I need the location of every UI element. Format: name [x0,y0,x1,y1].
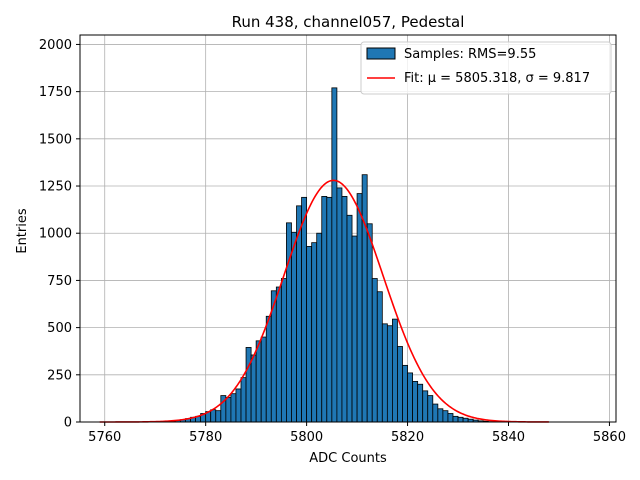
histogram-bar [286,222,292,423]
histogram-bar [351,235,358,423]
x-tick-label: 5860 [593,430,626,445]
histogram-bar [437,408,444,423]
legend: Samples: RMS=9.55 Fit: μ = 5805.318, σ =… [360,41,612,95]
histogram-bar [366,223,373,423]
y-tick-label: 1750 [39,85,72,100]
histogram-bar [402,364,408,423]
histogram-bar [341,196,348,423]
y-axis-label: Entries [15,208,30,254]
plot-area: 5760 5780 5800 5820 5840 5860 0 250 500 750 1000 12… [39,34,626,445]
y-tick-label: 0 [64,416,72,431]
histogram-bar [442,410,449,423]
x-tick-label: 5780 [189,430,222,445]
histogram-bar [326,196,333,423]
histogram-bar [275,286,282,423]
histogram-bar [225,397,232,423]
histogram-bar [235,388,242,423]
histogram-bar [250,354,257,423]
histogram-bar [306,246,313,423]
x-tick-label: 5820 [391,430,424,445]
y-tick-label: 1250 [39,180,72,195]
histogram-bar [452,415,459,423]
legend-samples-swatch [366,47,396,60]
histogram-bar [432,403,439,423]
histogram-bar [311,242,318,423]
legend-fit-label: Fit: μ = 5805.318, σ = 9.817 [404,71,590,86]
fit-curve [99,179,549,423]
histogram-bar [381,323,388,423]
axes-frame [79,34,617,423]
histogram-bar [321,196,328,423]
y-tick-label: 2000 [39,38,72,53]
histogram-bar [230,393,237,423]
histogram-bar [291,231,297,423]
histogram-bar [447,413,454,423]
histogram-bar [397,346,403,423]
histogram-bar [427,395,434,423]
x-tick-label: 5800 [290,430,323,445]
x-tick-label: 5840 [492,430,525,445]
chart-title: Run 438, channel057, Pedestal [232,13,465,31]
histogram-bar [215,410,222,423]
histogram-bar [245,347,252,423]
histogram-bar [371,278,378,423]
y-tick-label: 750 [47,274,72,289]
histogram-bar [331,87,338,423]
y-tick-label: 250 [47,368,72,383]
x-tick-label: 5760 [88,430,121,445]
histogram-bar [346,214,353,423]
x-axis-label: ADC Counts [309,451,387,466]
histogram-bar [255,340,262,423]
histogram-bar [280,278,287,423]
histogram-bar [417,383,424,423]
y-tick-label: 500 [47,321,72,336]
histogram-bar [265,315,272,423]
histogram-bar [376,291,383,423]
histogram-bar [462,417,469,423]
histogram-bar [260,336,267,423]
histogram-bar [336,187,343,423]
histogram-bar [422,390,429,423]
histogram-bar [407,372,414,423]
histogram-bar [240,377,247,423]
y-tick-label: 1500 [39,132,72,147]
histogram-bar [392,318,398,423]
histogram-bar [210,409,217,423]
histogram-bar [356,193,363,423]
legend-samples-label: Samples: RMS=9.55 [404,47,536,62]
histogram-bar [457,416,464,423]
legend-frame [360,41,612,95]
histogram-bar [361,174,368,423]
histogram-bar [412,381,419,423]
histogram-bar [386,325,393,423]
histogram-bar [301,196,308,423]
y-tick-label: 1000 [39,227,72,242]
histogram-bar [316,232,323,423]
